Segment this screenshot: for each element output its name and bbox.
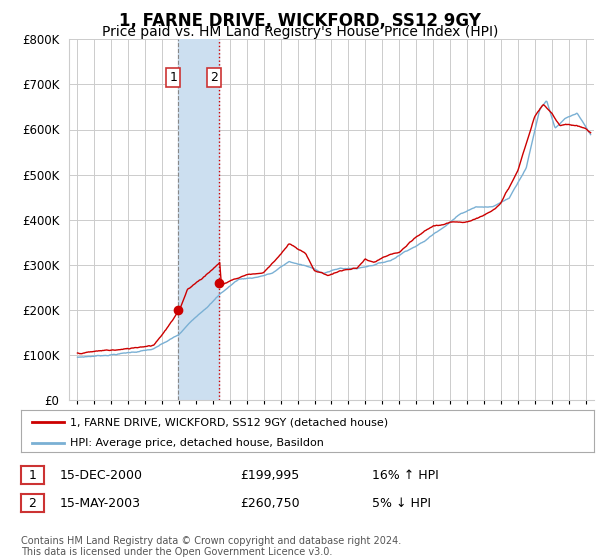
Text: HPI: Average price, detached house, Basildon: HPI: Average price, detached house, Basi… <box>70 438 323 448</box>
Text: 2: 2 <box>210 71 218 83</box>
Text: Price paid vs. HM Land Registry's House Price Index (HPI): Price paid vs. HM Land Registry's House … <box>102 25 498 39</box>
Text: £199,995: £199,995 <box>240 469 299 482</box>
Text: 2: 2 <box>28 497 37 510</box>
Text: £260,750: £260,750 <box>240 497 299 510</box>
Text: 15-DEC-2000: 15-DEC-2000 <box>60 469 143 482</box>
Text: 16% ↑ HPI: 16% ↑ HPI <box>372 469 439 482</box>
Text: 5% ↓ HPI: 5% ↓ HPI <box>372 497 431 510</box>
Bar <box>178 39 219 400</box>
Text: Contains HM Land Registry data © Crown copyright and database right 2024.
This d: Contains HM Land Registry data © Crown c… <box>21 535 401 557</box>
Text: 1, FARNE DRIVE, WICKFORD, SS12 9GY: 1, FARNE DRIVE, WICKFORD, SS12 9GY <box>119 12 481 30</box>
Text: 1: 1 <box>28 469 37 482</box>
Text: 15-MAY-2003: 15-MAY-2003 <box>60 497 141 510</box>
Text: 1, FARNE DRIVE, WICKFORD, SS12 9GY (detached house): 1, FARNE DRIVE, WICKFORD, SS12 9GY (deta… <box>70 417 388 427</box>
Text: 1: 1 <box>169 71 177 83</box>
